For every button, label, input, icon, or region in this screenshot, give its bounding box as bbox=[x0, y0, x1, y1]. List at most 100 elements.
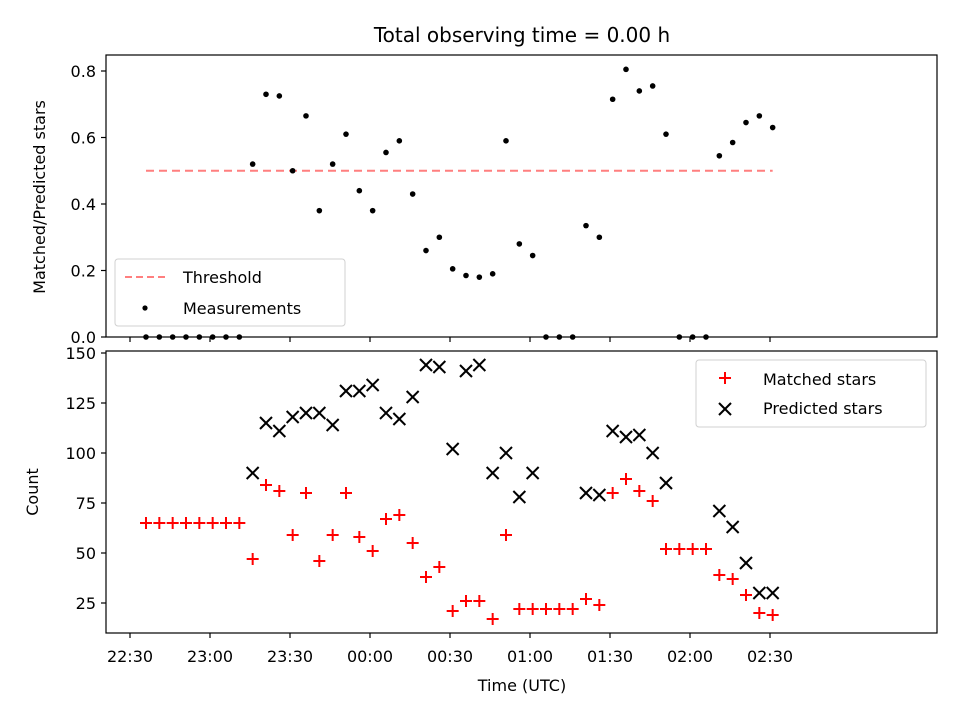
bottom-x-tick-label: 00:00 bbox=[347, 647, 393, 666]
predicted-star-stroke-b bbox=[299, 406, 313, 420]
predicted-star-point bbox=[579, 486, 593, 500]
measurement-point bbox=[383, 149, 389, 156]
matched-star-point bbox=[206, 517, 219, 529]
matched-star-point bbox=[713, 569, 726, 581]
top-panel: 0.00.20.40.60.8 Matched/Predicted stars … bbox=[30, 54, 938, 347]
measurement-point bbox=[236, 334, 243, 340]
measurement-point bbox=[263, 91, 269, 98]
top-x-ticks bbox=[129, 337, 771, 342]
measurement-point bbox=[623, 66, 629, 73]
measurement-points bbox=[143, 66, 776, 340]
measurement-point bbox=[756, 113, 763, 119]
measurement-point bbox=[663, 131, 669, 137]
predicted-star-stroke-b bbox=[312, 406, 327, 420]
matched-star-point bbox=[553, 603, 566, 615]
measurement-point bbox=[716, 152, 723, 159]
bottom-panel: 25 50 75 100 125 150 22:30 23:00 23:30 00:00 00:3… bbox=[23, 344, 938, 695]
predicted-star-stroke-b bbox=[419, 358, 433, 372]
predicted-star-stroke-b bbox=[525, 466, 540, 480]
matched-star-point bbox=[193, 517, 206, 529]
predicted-star-point bbox=[245, 466, 260, 480]
measurement-point bbox=[489, 271, 496, 277]
predicted-star-stroke-b bbox=[259, 416, 273, 430]
predicted-star-point bbox=[365, 378, 380, 392]
legend-predicted-label: Predicted stars bbox=[763, 399, 883, 418]
matched-star-point bbox=[260, 479, 272, 491]
bottom-x-tick-label: 22:30 bbox=[107, 647, 153, 666]
measurement-point bbox=[689, 334, 696, 340]
predicted-star-stroke-b bbox=[325, 418, 340, 432]
matched-star-point bbox=[140, 517, 152, 529]
predicted-star-point bbox=[619, 430, 633, 444]
matched-star-point bbox=[633, 485, 646, 497]
predicted-star-stroke-b bbox=[432, 360, 447, 374]
matched-star-point bbox=[300, 487, 312, 499]
bottom-x-tick-label: 02:30 bbox=[747, 647, 793, 666]
bottom-x-tick-label: 23:00 bbox=[187, 647, 233, 666]
bottom-y-tick-label: 100 bbox=[65, 444, 96, 463]
top-y-ticks: 0.0 0.2 0.4 0.6 0.8 bbox=[71, 62, 106, 347]
bottom-y-axis-label: Count bbox=[23, 468, 42, 516]
predicted-star-stroke-b bbox=[659, 476, 673, 490]
predicted-star-stroke-b bbox=[392, 412, 407, 426]
predicted-star-stroke-b bbox=[285, 410, 300, 424]
matched-star-point bbox=[686, 543, 699, 555]
matched-star-point bbox=[153, 517, 166, 529]
top-y-tick-label: 0.8 bbox=[71, 62, 96, 81]
predicted-star-point bbox=[499, 446, 513, 460]
predicted-star-point bbox=[379, 406, 393, 420]
matched-star-point bbox=[366, 545, 379, 557]
matched-star-point bbox=[446, 605, 459, 617]
predicted-star-stroke-b bbox=[725, 520, 740, 534]
measurement-point bbox=[156, 334, 163, 340]
matched-star-point bbox=[166, 517, 179, 529]
measurement-point bbox=[583, 222, 589, 229]
bottom-y-tick-label: 125 bbox=[65, 394, 96, 413]
measurement-point bbox=[769, 124, 776, 131]
bottom-y-tick-label: 75 bbox=[76, 494, 96, 513]
matched-star-point bbox=[766, 609, 779, 621]
matched-star-point bbox=[753, 607, 766, 619]
bottom-x-tick-label: 02:00 bbox=[667, 647, 713, 666]
predicted-star-stroke-b bbox=[365, 378, 380, 392]
matched-star-point bbox=[513, 603, 526, 615]
bottom-x-ticks: 22:30 23:00 23:30 00:00 00:30 01:00 01:30 02:00… bbox=[107, 633, 793, 666]
measurement-point bbox=[743, 119, 749, 126]
legend-measurements-swatch bbox=[142, 305, 148, 311]
predicted-star-point bbox=[472, 358, 487, 372]
bottom-legend: Matched stars Predicted stars bbox=[695, 359, 927, 428]
bottom-x-tick-label: 01:30 bbox=[587, 647, 633, 666]
measurement-point bbox=[636, 88, 643, 94]
predicted-star-point bbox=[645, 446, 660, 460]
predicted-star-point bbox=[299, 406, 313, 420]
measurement-point bbox=[503, 138, 509, 144]
legend-matched-label: Matched stars bbox=[763, 370, 876, 389]
predicted-star-point bbox=[525, 466, 540, 480]
predicted-star-stroke-b bbox=[765, 586, 780, 600]
predicted-star-point bbox=[272, 424, 287, 438]
measurement-point bbox=[423, 247, 429, 254]
predicted-star-stroke-b bbox=[619, 430, 633, 444]
matched-star-point bbox=[313, 555, 326, 567]
predicted-star-stroke-b bbox=[512, 490, 527, 504]
measurement-point bbox=[609, 96, 616, 103]
x-axis-label: Time (UTC) bbox=[477, 676, 566, 695]
matched-star-point bbox=[700, 543, 712, 555]
predicted-star-stroke-b bbox=[739, 556, 753, 570]
top-y-tick-label: 0.2 bbox=[71, 262, 96, 281]
predicted-star-stroke-b bbox=[499, 446, 513, 460]
measurement-point bbox=[303, 113, 309, 119]
measurement-point bbox=[476, 274, 483, 280]
matched-star-point bbox=[326, 529, 339, 541]
predicted-star-stroke-b bbox=[445, 442, 460, 456]
measurement-point bbox=[223, 334, 229, 340]
matched-star-point bbox=[380, 513, 392, 525]
predicted-star-point bbox=[445, 442, 460, 456]
predicted-star-point bbox=[405, 390, 420, 404]
top-legend-box bbox=[114, 258, 346, 327]
measurement-point bbox=[316, 207, 323, 214]
predicted-star-point bbox=[312, 406, 327, 420]
top-y-tick-label: 0.6 bbox=[71, 129, 96, 148]
measurement-point bbox=[676, 334, 683, 340]
measurement-point bbox=[276, 93, 283, 99]
